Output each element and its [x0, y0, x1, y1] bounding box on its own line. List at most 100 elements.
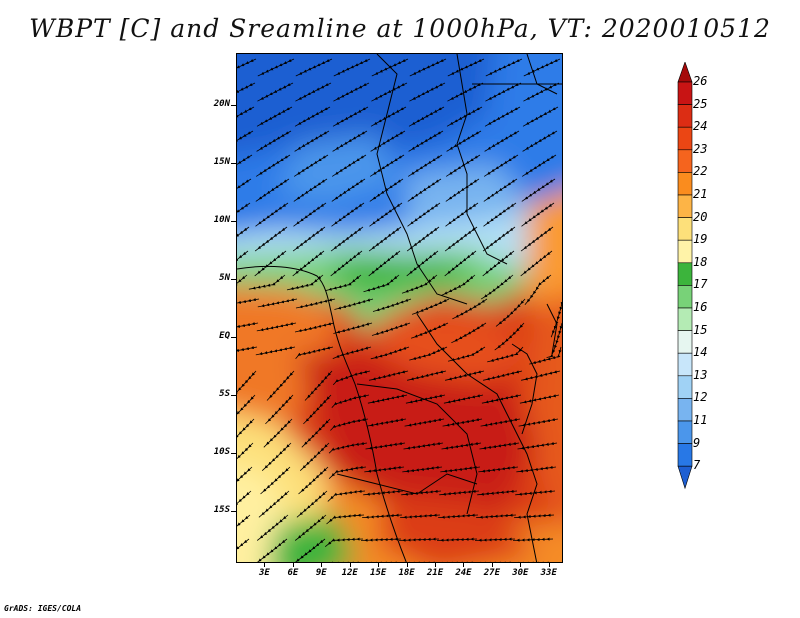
colorbar-segment [677, 104, 693, 128]
longitude-tick [406, 563, 408, 567]
streamline [484, 130, 520, 152]
colorbar-segment [677, 172, 693, 196]
streamline [487, 346, 524, 363]
streamline [369, 370, 409, 381]
streamline [237, 274, 248, 290]
streamline [237, 418, 255, 445]
streamline [516, 465, 557, 473]
streamline [255, 202, 289, 227]
longitude-tick [378, 563, 380, 567]
streamline [331, 154, 367, 177]
streamline [301, 418, 331, 448]
colorbar-label: 20 [693, 209, 708, 224]
streamline [444, 226, 478, 252]
streamline [520, 226, 554, 252]
streamline [332, 130, 368, 152]
streamline [403, 441, 444, 450]
streamline [330, 250, 363, 277]
colorbar-segment [677, 217, 693, 241]
colorbar-segment [677, 375, 693, 399]
streamline [522, 106, 559, 127]
streamline [367, 394, 408, 404]
streamline [521, 202, 555, 227]
longitude-tick [292, 563, 294, 567]
latitude-tick [231, 394, 236, 396]
streamline [366, 418, 407, 427]
streamline [445, 370, 485, 381]
streamline [237, 178, 252, 200]
latitude-tick-label: 10S [213, 446, 230, 457]
streamline [257, 82, 294, 102]
streamline [483, 202, 517, 227]
streamline [476, 513, 517, 519]
streamline [444, 250, 477, 277]
streamline [363, 274, 400, 293]
streamline [324, 537, 364, 548]
streamline [261, 442, 292, 471]
streamline [333, 58, 371, 77]
colorbar-segment [677, 307, 693, 331]
streamline [292, 226, 326, 252]
streamline [369, 202, 403, 227]
longitude-tick [463, 563, 465, 567]
colorbar-segment [677, 465, 693, 490]
streamline [363, 489, 404, 496]
streamline [439, 489, 480, 496]
streamline [446, 130, 482, 152]
map-panel [236, 53, 563, 563]
streamline [298, 466, 329, 495]
streamline [304, 370, 333, 401]
streamline [436, 537, 478, 542]
colorbar-label: 9 [693, 435, 701, 450]
streamlines [237, 58, 562, 562]
streamline [294, 130, 330, 152]
streamline [286, 274, 324, 291]
streamline [295, 346, 334, 359]
streamline [237, 130, 254, 150]
streamline [408, 106, 445, 127]
streamline [293, 178, 328, 202]
streamline [333, 322, 373, 334]
colorbar-label: 18 [693, 254, 708, 269]
streamline [333, 82, 370, 102]
streamline [362, 513, 403, 519]
streamline [332, 106, 369, 127]
streamline [406, 250, 439, 277]
streamline [263, 418, 293, 448]
streamline [522, 130, 558, 152]
streamline [266, 370, 295, 401]
colorbar-segment [677, 443, 693, 467]
streamline [332, 346, 372, 359]
latitude-tick-label: 10N [213, 215, 230, 226]
streamline [326, 513, 365, 525]
streamline [370, 106, 407, 127]
longitude-tick-label: 15E [370, 568, 387, 578]
streamline [407, 202, 441, 227]
colorbar-label: 25 [693, 96, 708, 111]
longitude-tick-label: 30E [512, 568, 529, 578]
colorbar-label: 12 [693, 390, 708, 405]
streamline [368, 250, 401, 277]
streamline [518, 418, 559, 427]
latitude-tick [231, 105, 236, 107]
streamline [485, 58, 523, 77]
streamline [521, 154, 557, 177]
streamline [447, 346, 486, 362]
streamline [327, 489, 366, 502]
streamline [237, 466, 253, 492]
streamline [237, 82, 256, 100]
wbpt-map [237, 54, 562, 562]
streamline [402, 465, 443, 473]
latitude-tick-label: 5N [219, 273, 230, 284]
colorbar-segment [677, 126, 693, 151]
longitude-tick-label: 9E [315, 568, 327, 578]
streamline [265, 394, 294, 425]
streamline [294, 514, 327, 541]
streamline [515, 489, 556, 496]
streamline [495, 298, 526, 327]
streamline [483, 370, 523, 381]
streamline [452, 298, 488, 320]
streamline [445, 154, 481, 177]
streamline [451, 322, 487, 344]
streamline [237, 514, 251, 539]
